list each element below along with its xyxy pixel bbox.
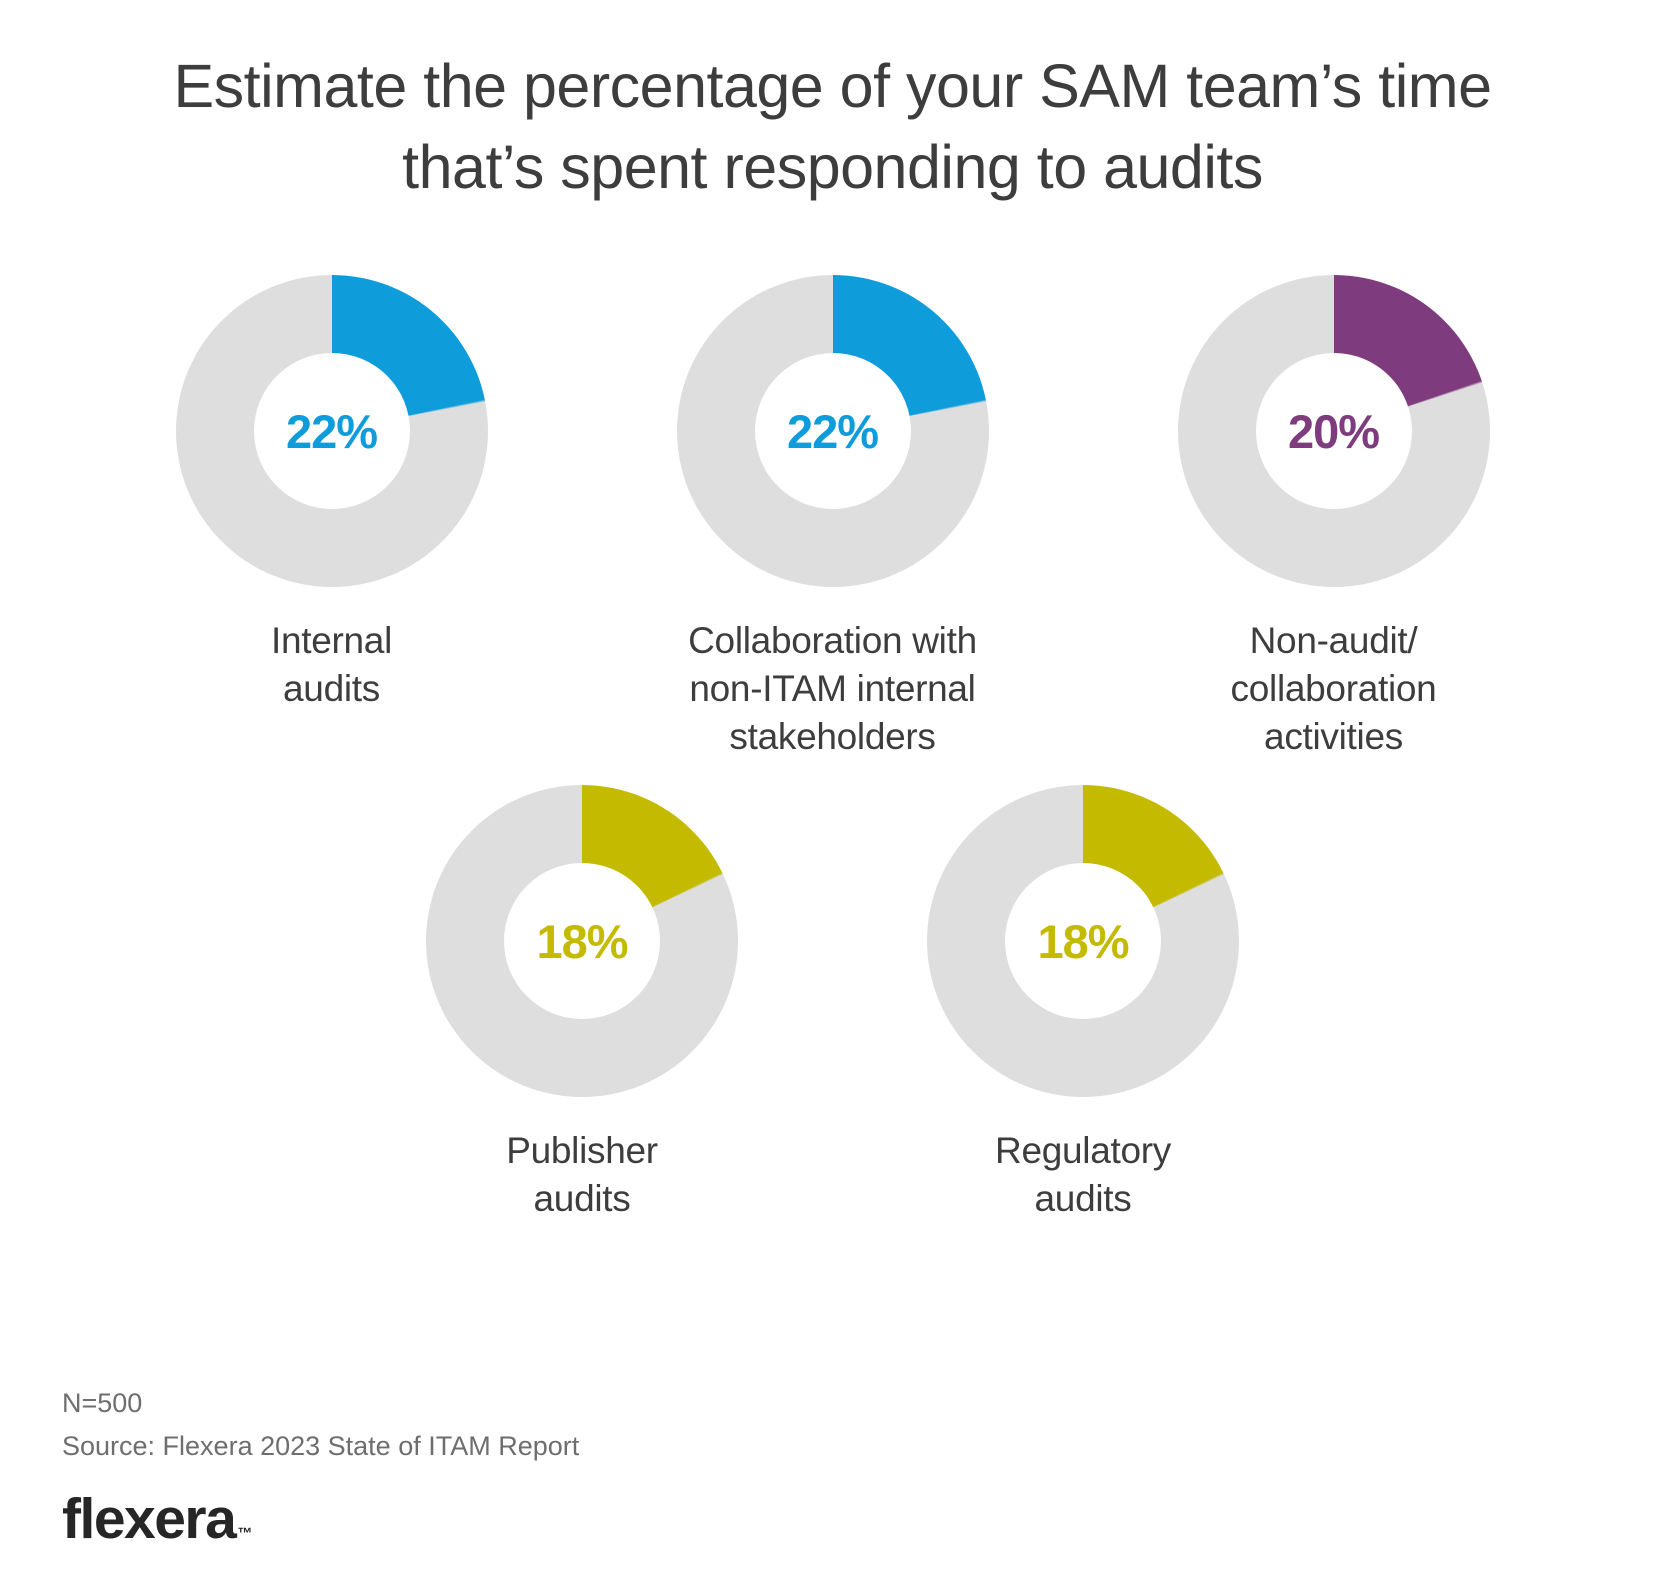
donut-label-line: activities bbox=[1264, 716, 1403, 758]
donut-row-top: 22% Internal audits 22% Collaboration with no… bbox=[0, 275, 1665, 761]
flexera-logo: flexera ™ bbox=[62, 1474, 579, 1565]
donut-hole: 18% bbox=[504, 863, 660, 1020]
donut-label: Non-audit/collaboration activities bbox=[1231, 617, 1437, 761]
donut-hole: 22% bbox=[253, 353, 410, 510]
donut-ring: 18% bbox=[927, 785, 1239, 1098]
donut-value: 22% bbox=[786, 404, 879, 458]
donut-label: Regulatory audits bbox=[995, 1127, 1171, 1223]
donut-ring: 22% bbox=[676, 275, 989, 588]
donut-label-line: Non-audit/ bbox=[1249, 620, 1418, 662]
donut-label-line: audits bbox=[1034, 1178, 1132, 1220]
donut-value: 18% bbox=[536, 914, 628, 968]
chart-title-line-2: that’s spent responding to audits bbox=[402, 132, 1263, 201]
chart-title-line-1: Estimate the percentage of your SAM team… bbox=[173, 52, 1493, 120]
donut-label-line: Publisher bbox=[506, 1130, 658, 1172]
donut-label-line: collaboration bbox=[1230, 668, 1437, 710]
donut-label-line: stakeholders bbox=[729, 716, 936, 758]
donut-ring: 18% bbox=[426, 785, 738, 1098]
donut-chart: 22% Collaboration with non-ITAM internal st… bbox=[582, 275, 1083, 761]
donut-chart: 22% Internal audits bbox=[81, 275, 582, 713]
flexera-logo-text: flexera bbox=[62, 1487, 237, 1552]
donut-label-line: Collaboration with bbox=[688, 620, 977, 662]
donut-chart: 20% Non-audit/collaboration activities bbox=[1083, 275, 1584, 761]
donut-label: Internal audits bbox=[271, 617, 392, 713]
donut-ring: 22% bbox=[175, 275, 488, 588]
chart-title: Estimate the percentage of your SAM team… bbox=[40, 46, 1625, 207]
donut-hole: 22% bbox=[754, 353, 911, 510]
donut-chart: 18% Publisher audits bbox=[332, 785, 833, 1223]
donut-hole: 18% bbox=[1005, 863, 1161, 1020]
donut-chart: 18% Regulatory audits bbox=[833, 785, 1334, 1223]
sample-size: N=500 bbox=[62, 1388, 143, 1418]
donut-row-bottom: 18% Publisher audits 18% Regulatory audits bbox=[0, 785, 1665, 1223]
donut-label: Collaboration with non-ITAM internal stake… bbox=[688, 617, 977, 761]
donut-ring: 20% bbox=[1177, 275, 1490, 588]
donut-label-line: non-ITAM internal bbox=[689, 668, 976, 710]
footer: N=500 Source: Flexera 2023 State of ITAM… bbox=[62, 1382, 579, 1566]
donut-label-line: Regulatory bbox=[995, 1130, 1171, 1172]
donut-label-line: audits bbox=[533, 1178, 631, 1220]
donut-value: 18% bbox=[1037, 914, 1129, 968]
trademark-symbol: ™ bbox=[237, 1525, 253, 1543]
donut-label: Publisher audits bbox=[506, 1127, 658, 1223]
donut-label-line: audits bbox=[283, 668, 380, 710]
donut-value: 22% bbox=[285, 404, 378, 458]
donut-hole: 20% bbox=[1255, 353, 1412, 510]
source-note: Source: Flexera 2023 State of ITAM Repor… bbox=[62, 1431, 580, 1462]
donut-value: 20% bbox=[1287, 404, 1380, 458]
donut-label-line: Internal bbox=[270, 620, 392, 662]
